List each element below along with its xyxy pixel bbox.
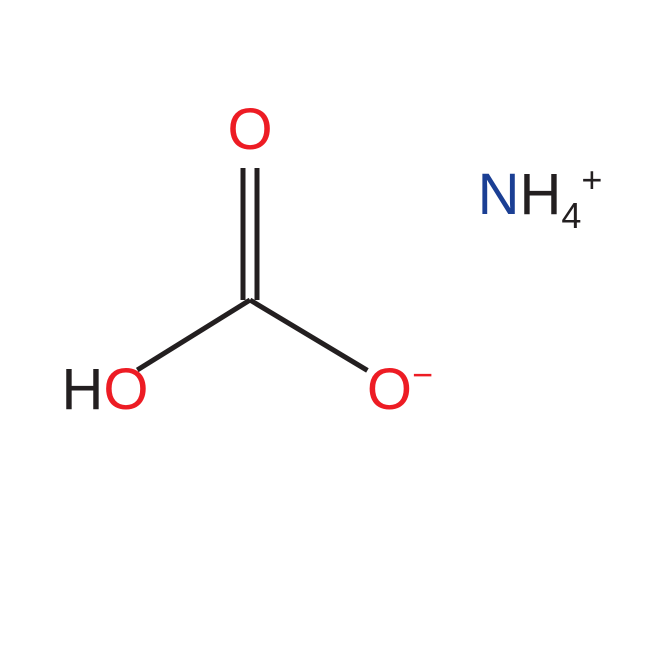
atom-OH: HO: [61, 361, 148, 419]
bond-layer: [0, 0, 650, 650]
atom-O-double: O: [227, 101, 272, 159]
bond-C-OH: [137, 300, 250, 370]
atom-O-minus: O−: [367, 361, 433, 419]
cation-NH4: NH4+: [478, 166, 603, 224]
bond-C-Ominus: [250, 300, 367, 370]
molecule-canvas: O HO O− NH4+: [0, 0, 650, 650]
